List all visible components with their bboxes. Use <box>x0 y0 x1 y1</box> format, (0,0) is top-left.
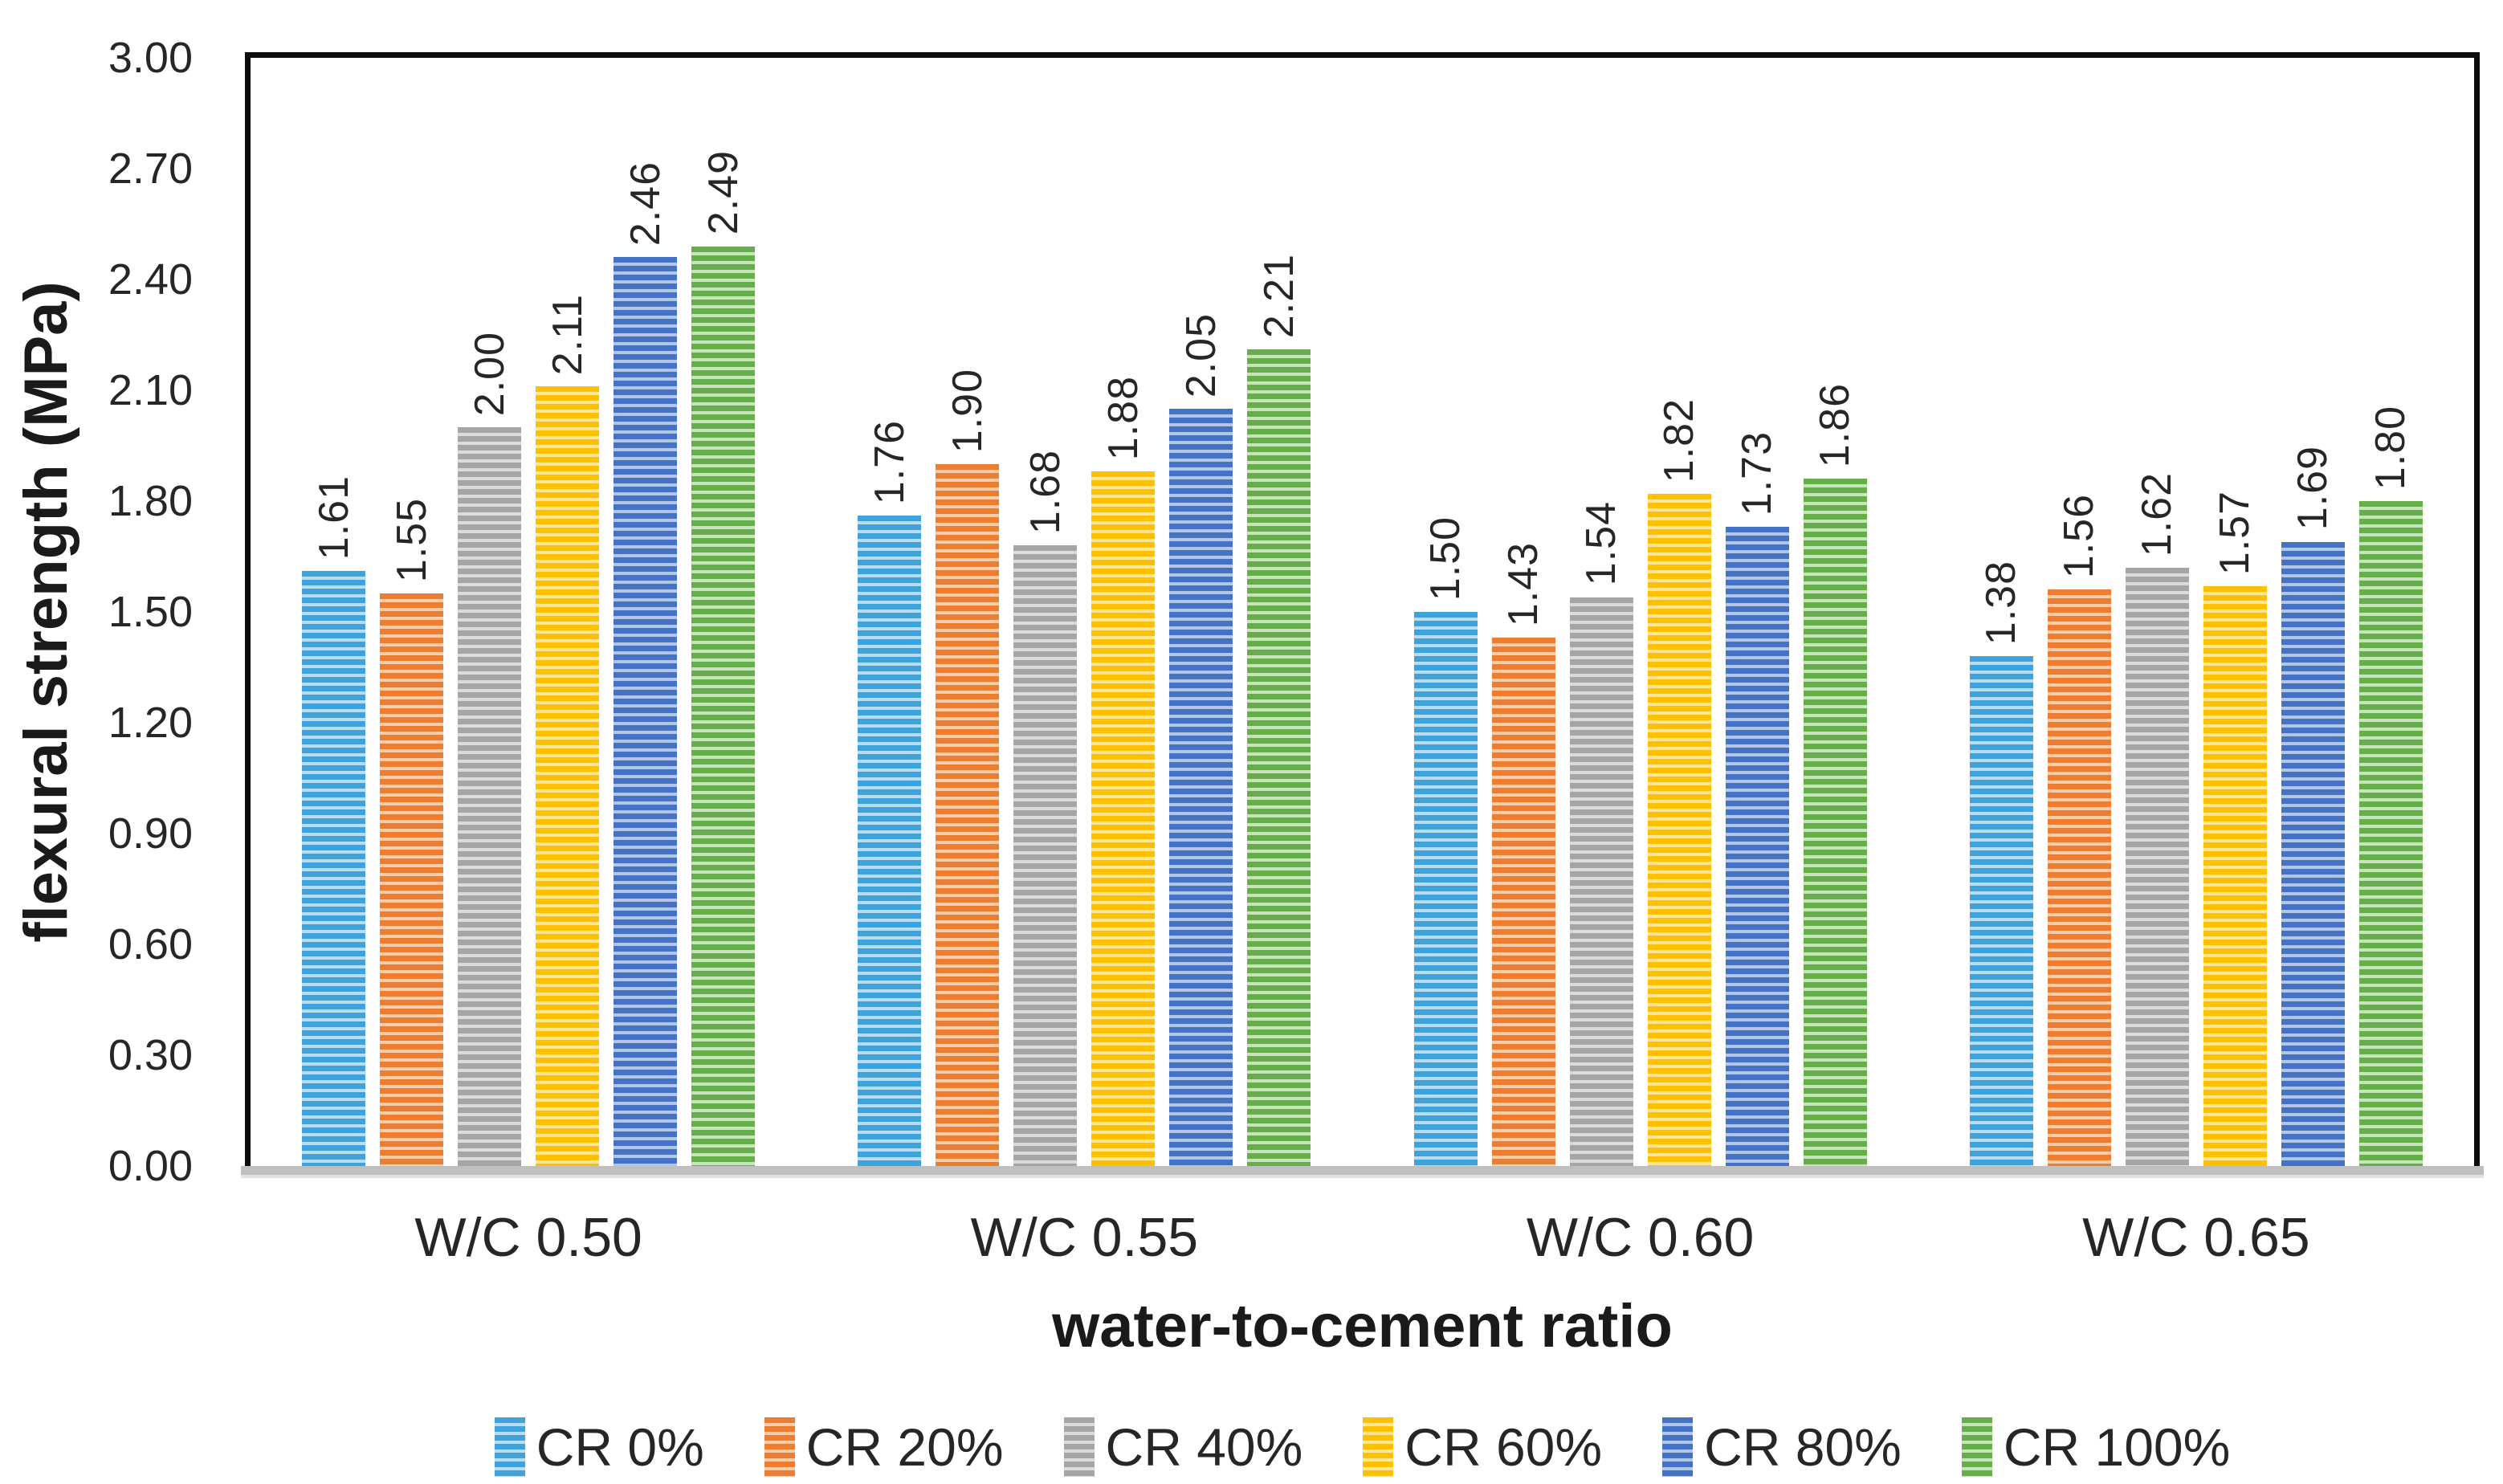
bar-cr-80%-w/c-0.60 <box>1725 527 1789 1166</box>
legend-label: CR 20% <box>805 1417 1004 1477</box>
bar-cr-20%-w/c-0.65 <box>2047 589 2111 1166</box>
legend-swatch <box>1363 1417 1394 1477</box>
bar-value-label: 1.38 <box>1978 560 2025 646</box>
y-axis-tick-label: 0.30 <box>108 1031 193 1079</box>
bar-cr-60%-w/c-0.65 <box>2203 585 2267 1166</box>
legend-label: CR 80% <box>1704 1417 1902 1477</box>
bar-cr-0%-w/c-0.60 <box>1413 612 1478 1166</box>
y-axis-tick-label: 3.00 <box>108 34 193 82</box>
bar-cr-0%-w/c-0.55 <box>858 516 922 1166</box>
legend-item-cr-20%: CR 20% <box>764 1417 1004 1478</box>
y-axis-tick-label: 1.80 <box>108 477 193 525</box>
bar-value-label: 2.11 <box>544 294 591 376</box>
bar-value-label: 1.82 <box>1656 398 1703 483</box>
x-axis-category-label: W/C 0.60 <box>1526 1207 1755 1268</box>
bar-cr-100%-w/c-0.55 <box>1247 349 1311 1166</box>
x-axis-category-label: W/C 0.65 <box>2082 1207 2310 1268</box>
legend-swatch <box>764 1417 795 1477</box>
legend-item-cr-60%: CR 60% <box>1363 1417 1602 1478</box>
legend-label: CR 100% <box>2003 1417 2231 1477</box>
bar-cr-100%-w/c-0.50 <box>691 246 756 1166</box>
y-axis-tick-labels: 0.00 0.30 0.60 0.90 1.20 1.50 1.80 2.10 2.40 2.70… <box>0 0 193 1484</box>
bar-value-label: 1.76 <box>866 420 913 505</box>
legend-swatch <box>1662 1417 1694 1477</box>
bar-cr-0%-w/c-0.50 <box>302 571 366 1166</box>
bar-cr-80%-w/c-0.55 <box>1169 409 1233 1166</box>
legend-label: CR 40% <box>1105 1417 1303 1477</box>
y-axis-tick-label: 0.60 <box>108 920 193 968</box>
legend-item-cr-0%: CR 0% <box>494 1417 704 1478</box>
bar-value-label: 1.56 <box>2056 494 2103 579</box>
bar-value-label: 1.43 <box>1500 541 1547 627</box>
bar-cr-80%-w/c-0.50 <box>614 257 678 1166</box>
bar-cr-20%-w/c-0.50 <box>380 593 444 1166</box>
x-axis-category-label: W/C 0.50 <box>414 1207 642 1268</box>
x-axis-baseline <box>241 1166 2484 1175</box>
bar-value-label: 2.05 <box>1177 312 1225 398</box>
bar-value-label: 1.86 <box>1812 383 1859 468</box>
bar-value-label: 1.73 <box>1734 430 1781 516</box>
legend-item-cr-100%: CR 100% <box>1961 1417 2231 1478</box>
bar-value-label: 1.62 <box>2134 471 2181 556</box>
bar-value-label: 1.55 <box>388 497 435 582</box>
legend-item-cr-80%: CR 80% <box>1662 1417 1902 1478</box>
legend-swatch <box>1063 1417 1095 1477</box>
legend-label: CR 60% <box>1404 1417 1603 1477</box>
y-axis-tick-label: 0.90 <box>108 809 193 858</box>
bar-cr-0%-w/c-0.65 <box>1969 656 2033 1166</box>
legend-swatch <box>494 1417 525 1477</box>
legend-swatch <box>1961 1417 1992 1477</box>
bar-value-label: 1.57 <box>2212 490 2259 575</box>
bar-value-label: 1.90 <box>944 368 991 453</box>
bar-cr-60%-w/c-0.55 <box>1091 471 1156 1166</box>
y-axis-tick-label: 2.70 <box>108 145 193 193</box>
bar-value-label: 1.68 <box>1021 449 1069 535</box>
y-axis-tick-label: 2.10 <box>108 366 193 414</box>
bar-value-label: 1.80 <box>2367 405 2415 490</box>
bar-cr-20%-w/c-0.55 <box>936 464 1000 1166</box>
legend-item-cr-40%: CR 40% <box>1063 1417 1303 1478</box>
y-axis-tick-label: 0.00 <box>108 1142 193 1190</box>
bar-cr-100%-w/c-0.60 <box>1803 479 1867 1166</box>
y-axis-tick-label: 2.40 <box>108 255 193 304</box>
bar-cr-40%-w/c-0.55 <box>1013 545 1078 1166</box>
bar-value-label: 2.00 <box>466 331 513 416</box>
bar-cr-60%-w/c-0.60 <box>1647 493 1711 1166</box>
bar-value-label: 1.61 <box>310 475 357 561</box>
legend-label: CR 0% <box>536 1417 704 1477</box>
x-axis-category-label: W/C 0.55 <box>970 1207 1199 1268</box>
bar-cr-20%-w/c-0.60 <box>1491 638 1555 1166</box>
bar-value-label: 1.69 <box>2289 446 2337 531</box>
bar-cr-40%-w/c-0.65 <box>2125 567 2189 1166</box>
bar-value-label: 2.21 <box>1255 254 1302 339</box>
bar-value-label: 2.46 <box>622 161 669 247</box>
bar-value-label: 1.50 <box>1422 516 1470 601</box>
bar-cr-60%-w/c-0.50 <box>536 386 600 1166</box>
plot-area: 1.61 1.76 1.50 1.38 1.55 1.90 1.43 1.56 2.00 1.68… <box>241 52 2484 1175</box>
bar-value-label: 1.88 <box>1099 375 1147 461</box>
bar-value-label: 1.54 <box>1578 501 1625 586</box>
bar-cr-40%-w/c-0.50 <box>458 427 522 1166</box>
y-axis-tick-label: 1.50 <box>108 588 193 636</box>
legend: CR 0% CR 20% CR 40% CR 60% CR 80% CR 100% <box>245 1417 2480 1478</box>
y-axis-tick-label: 1.20 <box>108 699 193 747</box>
bar-value-label: 2.49 <box>699 150 747 235</box>
bar-cr-40%-w/c-0.60 <box>1569 597 1633 1166</box>
bar-cr-80%-w/c-0.65 <box>2281 541 2345 1166</box>
bar-cr-100%-w/c-0.65 <box>2358 501 2423 1166</box>
x-axis-title: water-to-cement ratio <box>1052 1292 1673 1360</box>
